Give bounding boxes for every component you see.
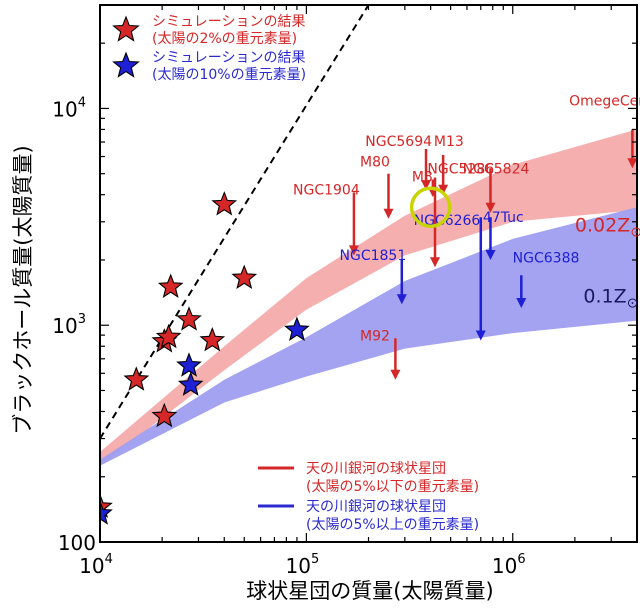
x-tick-label: 105: [286, 552, 320, 578]
x-tick-label: 104: [79, 552, 113, 578]
cluster-arrow: [485, 202, 496, 213]
x-tick-exponent: 4: [105, 552, 113, 567]
cluster-label: M3: [412, 170, 433, 186]
cluster-arrow: [627, 158, 638, 169]
y-tick-label: 103: [52, 312, 86, 338]
red-star-point: [155, 323, 182, 349]
cluster-arrow: [429, 257, 440, 268]
cluster-arrow: [475, 330, 486, 341]
y-tick-label: 104: [52, 95, 86, 121]
cluster-arrow: [383, 208, 394, 219]
cluster-label: NGC5286: [427, 162, 494, 178]
legend2-line2: (太陽の5%以上の重元素量): [306, 517, 479, 533]
highlight-ring: [409, 186, 452, 229]
legend-line2: (太陽の2%の重元素量): [152, 31, 297, 47]
cluster-label: M92: [360, 329, 390, 345]
x-tick-label: 106: [492, 552, 526, 578]
model-bands: [100, 129, 637, 466]
cluster-label: NGC5824: [463, 162, 530, 178]
legend-line1: シミュレーションの結果: [152, 14, 305, 30]
blue-star-point: [177, 371, 204, 396]
cluster-label: M80: [360, 154, 390, 170]
cluster-arrow: [421, 180, 432, 191]
cluster-arrow: [485, 249, 496, 260]
axis-ticks: 104 105 106 100 103 104: [52, 4, 638, 578]
cluster-label: OmegeCen: [569, 94, 640, 110]
y-tick-exponent: 3: [78, 312, 86, 327]
legend-simulation: シミュレーションの結果(太陽の2%の重元素量)シミュレーションの結果(太陽の10…: [112, 14, 306, 83]
blue-star-point: [100, 500, 113, 525]
red-star-point: [199, 326, 226, 352]
cluster-arrow: [348, 245, 359, 256]
simulation-points: [100, 191, 310, 525]
band-z002: [100, 129, 637, 466]
x-tick-exponent: 5: [311, 552, 319, 567]
band-label-subscript: ⊙: [627, 296, 639, 312]
cluster-label: 47Tuc: [483, 210, 524, 226]
band-label: 0.02Z⊙: [575, 215, 640, 241]
legend2-line2: (太陽の5%以下の重元素量): [306, 479, 479, 495]
red-star-point: [231, 264, 258, 290]
blue-star-icon: [112, 51, 140, 78]
dashed-reference-line: [100, 5, 370, 440]
blue-star-point: [176, 352, 202, 377]
red-star-point: [151, 402, 178, 428]
cluster-label: NGC6388: [513, 250, 580, 266]
band-label-subscript: ⊙: [630, 225, 640, 241]
x-tick-exponent: 6: [517, 552, 525, 567]
cluster-arrow: [516, 298, 527, 309]
legend-clusters: 天の川銀河の球状星団 (太陽の5%以下の重元素量) 天の川銀河の球状星団 (太陽の5%…: [258, 461, 479, 533]
cluster-label: M13: [434, 134, 464, 150]
y-tick-exponent: 4: [78, 95, 86, 110]
legend2-line1: 天の川銀河の球状星団: [306, 499, 446, 515]
legend-line1: シミュレーションの結果: [152, 50, 305, 66]
one-to-one-line: [100, 5, 370, 440]
red-star-point: [176, 306, 202, 331]
legend-line2: (太陽の10%の重元素量): [152, 67, 306, 83]
cluster-label: NGC1904: [293, 183, 360, 199]
band-z01: [100, 207, 637, 466]
red-star-point: [123, 366, 150, 391]
y-tick-label: 100: [58, 531, 96, 555]
cluster-label: NGC1851: [340, 248, 407, 264]
red-star-point: [211, 191, 238, 216]
legend2-line1: 天の川銀河の球状星団: [306, 461, 446, 477]
cluster-label: NGC5694: [365, 134, 432, 150]
y-axis-label: ブラックホール質量(太陽質量): [11, 145, 35, 434]
cluster-arrow: [438, 184, 449, 195]
red-star-point: [157, 273, 184, 299]
x-axis-label: 球状星団の質量(太陽質量): [246, 579, 493, 603]
cluster-arrow: [390, 369, 401, 380]
cluster-arrow: [396, 294, 407, 305]
red-star-icon: [112, 15, 140, 42]
blue-star-point: [284, 316, 310, 342]
